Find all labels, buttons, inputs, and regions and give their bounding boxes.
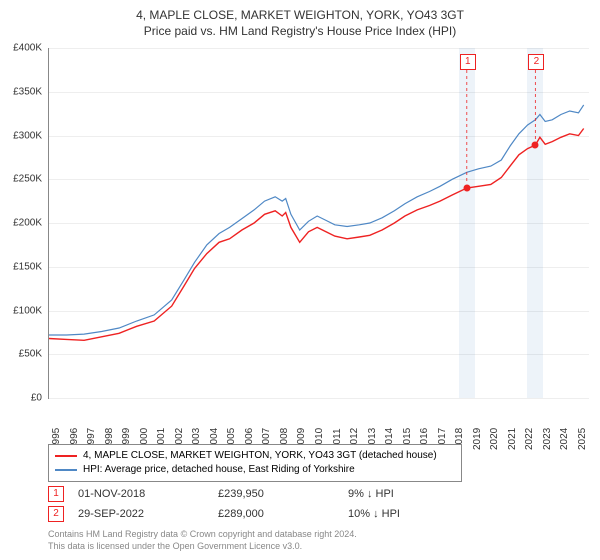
- xtick-label: 2023: [542, 428, 553, 450]
- chart-title: 4, MAPLE CLOSE, MARKET WEIGHTON, YORK, Y…: [0, 0, 600, 22]
- footer-line2: This data is licensed under the Open Gov…: [48, 540, 357, 552]
- xtick-label: 2022: [524, 428, 535, 450]
- gridline: [49, 398, 589, 399]
- sale-dot: [532, 142, 539, 149]
- sales-row: 2 29-SEP-2022£289,00010% ↓ HPI: [48, 504, 468, 524]
- footer-line1: Contains HM Land Registry data © Crown c…: [48, 528, 357, 540]
- chart-area: 12 £0£50K£100K£150K£200K£250K£300K£350K£…: [48, 48, 588, 398]
- xtick-label: 2019: [472, 428, 483, 450]
- ytick-label: £150K: [13, 261, 42, 272]
- ytick-label: £250K: [13, 174, 42, 185]
- sales-idx: 1: [48, 486, 64, 502]
- chart-subtitle: Price paid vs. HM Land Registry's House …: [0, 22, 600, 44]
- legend-row: 4, MAPLE CLOSE, MARKET WEIGHTON, YORK, Y…: [55, 449, 455, 463]
- sales-delta: 9% ↓ HPI: [348, 488, 468, 500]
- legend: 4, MAPLE CLOSE, MARKET WEIGHTON, YORK, Y…: [48, 444, 462, 482]
- legend-label: HPI: Average price, detached house, East…: [83, 463, 355, 477]
- sale-callout: 2: [528, 54, 544, 70]
- series-hpi: [49, 105, 584, 335]
- plot-box: 12: [48, 48, 589, 399]
- sales-table: 1 01-NOV-2018£239,9509% ↓ HPI 2 29-SEP-2022…: [48, 484, 468, 524]
- xtick-label: 2020: [489, 428, 500, 450]
- legend-swatch: [55, 455, 77, 457]
- ytick-label: £50K: [19, 349, 42, 360]
- footer-attribution: Contains HM Land Registry data © Crown c…: [48, 528, 357, 552]
- ytick-label: £400K: [13, 43, 42, 54]
- xtick-label: 2021: [507, 428, 518, 450]
- series-property: [49, 129, 584, 341]
- ytick-label: £0: [31, 393, 42, 404]
- sales-price: £289,000: [218, 508, 348, 520]
- sales-row: 1 01-NOV-2018£239,9509% ↓ HPI: [48, 484, 468, 504]
- sales-idx: 2: [48, 506, 64, 522]
- legend-row: HPI: Average price, detached house, East…: [55, 463, 455, 477]
- chart-container: 4, MAPLE CLOSE, MARKET WEIGHTON, YORK, Y…: [0, 0, 600, 560]
- sale-callout: 1: [460, 54, 476, 70]
- ytick-label: £300K: [13, 130, 42, 141]
- sales-delta: 10% ↓ HPI: [348, 508, 468, 520]
- sales-date: 29-SEP-2022: [78, 508, 218, 520]
- ytick-label: £100K: [13, 305, 42, 316]
- line-series: [49, 48, 589, 398]
- legend-swatch: [55, 469, 77, 471]
- xtick-label: 2025: [577, 428, 588, 450]
- sale-dot: [463, 185, 470, 192]
- ytick-label: £200K: [13, 218, 42, 229]
- ytick-label: £350K: [13, 86, 42, 97]
- sales-price: £239,950: [218, 488, 348, 500]
- xtick-label: 2024: [559, 428, 570, 450]
- sales-date: 01-NOV-2018: [78, 488, 218, 500]
- legend-label: 4, MAPLE CLOSE, MARKET WEIGHTON, YORK, Y…: [83, 449, 437, 463]
